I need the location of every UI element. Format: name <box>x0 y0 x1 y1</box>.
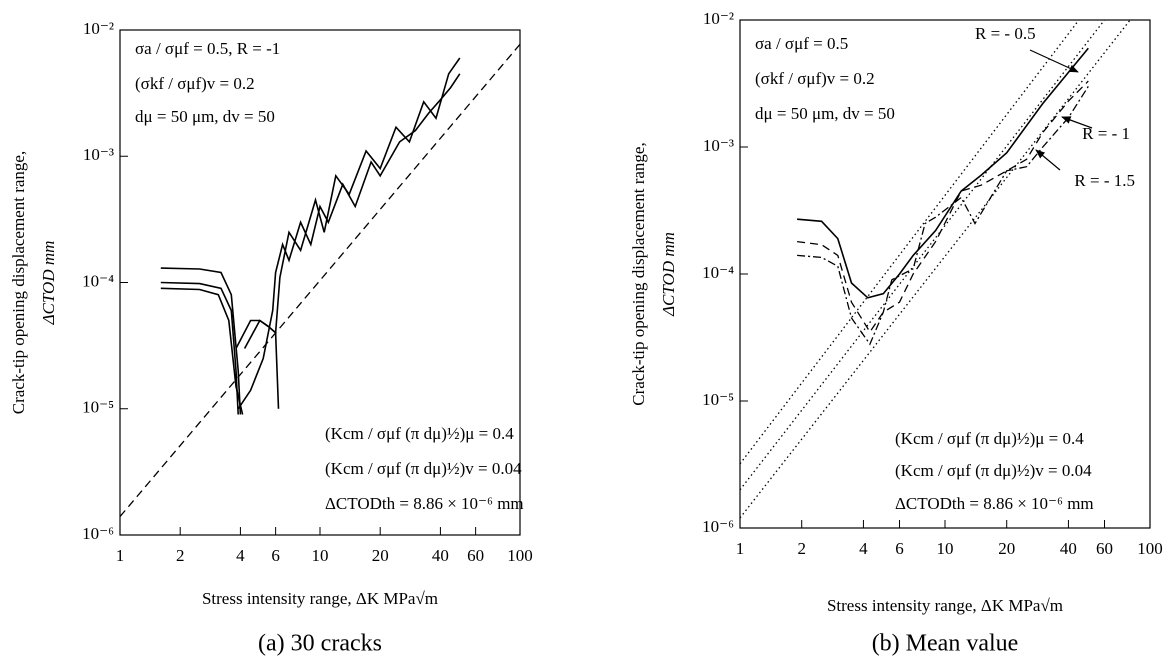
x-tick-label: 10 <box>937 539 954 558</box>
y-tick-label: 10⁻³ <box>703 136 734 155</box>
x-tick-label: 40 <box>432 546 449 565</box>
annotation: (Kcm / σμf (π dμ)½)μ = 0.4 <box>325 424 514 443</box>
y-tick-label: 10⁻⁴ <box>82 271 114 290</box>
data-line <box>739 19 1106 491</box>
data-line <box>237 73 461 410</box>
x-tick-label: 40 <box>1060 539 1077 558</box>
plot-frame <box>739 19 1151 529</box>
caption: (b) Mean value <box>872 631 1019 657</box>
x-tick-label: 100 <box>507 546 533 565</box>
x-tick-label: 1 <box>116 546 125 565</box>
y-tick-label: 10⁻⁴ <box>702 263 734 282</box>
y-tick-label: 10⁻⁶ <box>82 524 114 543</box>
annotation: σa / σμf = 0.5 <box>755 34 848 53</box>
y-axis-label: Crack-tip opening displacement range, <box>9 151 28 414</box>
x-tick-label: 2 <box>176 546 185 565</box>
y-tick-label: 10⁻² <box>703 9 734 28</box>
data-line <box>797 80 1089 334</box>
data-line <box>739 19 1131 519</box>
arrow <box>1029 49 1079 73</box>
x-tick-label: 1 <box>736 539 745 558</box>
data-line <box>235 319 280 409</box>
annotation: dμ = 50 μm, dv = 50 <box>755 104 895 123</box>
x-tick-label: 6 <box>271 546 280 565</box>
data-line <box>739 19 1080 465</box>
annotation: R = - 1 <box>1082 124 1130 143</box>
data-line <box>797 86 1089 346</box>
annotation: (σkf / σμf)v = 0.2 <box>755 69 875 88</box>
annotation: σa / σμf = 0.5, R = -1 <box>135 39 280 58</box>
annotation: (Kcm / σμf (π dμ)½)μ = 0.4 <box>895 429 1084 448</box>
annotation: dμ = 50 μm, dv = 50 <box>135 107 275 126</box>
annotation: ΔCTODth = 8.86 × 10⁻⁶ mm <box>895 494 1094 513</box>
annotation: ΔCTODth = 8.86 × 10⁻⁶ mm <box>325 494 524 513</box>
x-tick-label: 6 <box>895 539 904 558</box>
x-tick-label: 20 <box>998 539 1015 558</box>
caption: (a) 30 cracks <box>258 631 382 657</box>
y-tick-label: 10⁻⁶ <box>702 517 734 536</box>
data-line <box>243 57 461 349</box>
arrow <box>1035 149 1061 171</box>
annotation: (σkf / σμf)v = 0.2 <box>135 74 255 93</box>
annotation: (Kcm / σμf (π dμ)½)v = 0.04 <box>325 459 522 478</box>
y-tick-label: 10⁻² <box>83 19 114 38</box>
annotation: R = - 1.5 <box>1074 171 1135 190</box>
y-axis-label: Crack-tip opening displacement range, <box>629 142 648 405</box>
y-tick-label: 10⁻⁵ <box>702 390 734 409</box>
y-tick-label: 10⁻³ <box>83 145 114 164</box>
y-axis-label: ΔCTOD mm <box>39 241 58 326</box>
x-tick-label: 10 <box>312 546 329 565</box>
y-tick-label: 10⁻⁵ <box>82 398 114 417</box>
data-line <box>160 281 239 415</box>
data-line <box>160 267 242 415</box>
x-tick-label: 60 <box>1096 539 1113 558</box>
annotation: (Kcm / σμf (π dμ)½)v = 0.04 <box>895 461 1092 480</box>
x-tick-label: 60 <box>467 546 484 565</box>
x-axis-label: Stress intensity range, ΔK MPa√m <box>827 596 1063 615</box>
data-line <box>160 287 244 415</box>
y-axis-label: ΔCTOD mm <box>659 232 678 317</box>
x-tick-label: 4 <box>859 539 868 558</box>
annotation: R = - 0.5 <box>975 24 1036 43</box>
x-tick-label: 100 <box>1137 539 1163 558</box>
x-tick-label: 4 <box>236 546 245 565</box>
x-tick-label: 20 <box>372 546 389 565</box>
data-line <box>797 47 1089 299</box>
x-tick-label: 2 <box>797 539 806 558</box>
x-axis-label: Stress intensity range, ΔK MPa√m <box>202 589 438 608</box>
